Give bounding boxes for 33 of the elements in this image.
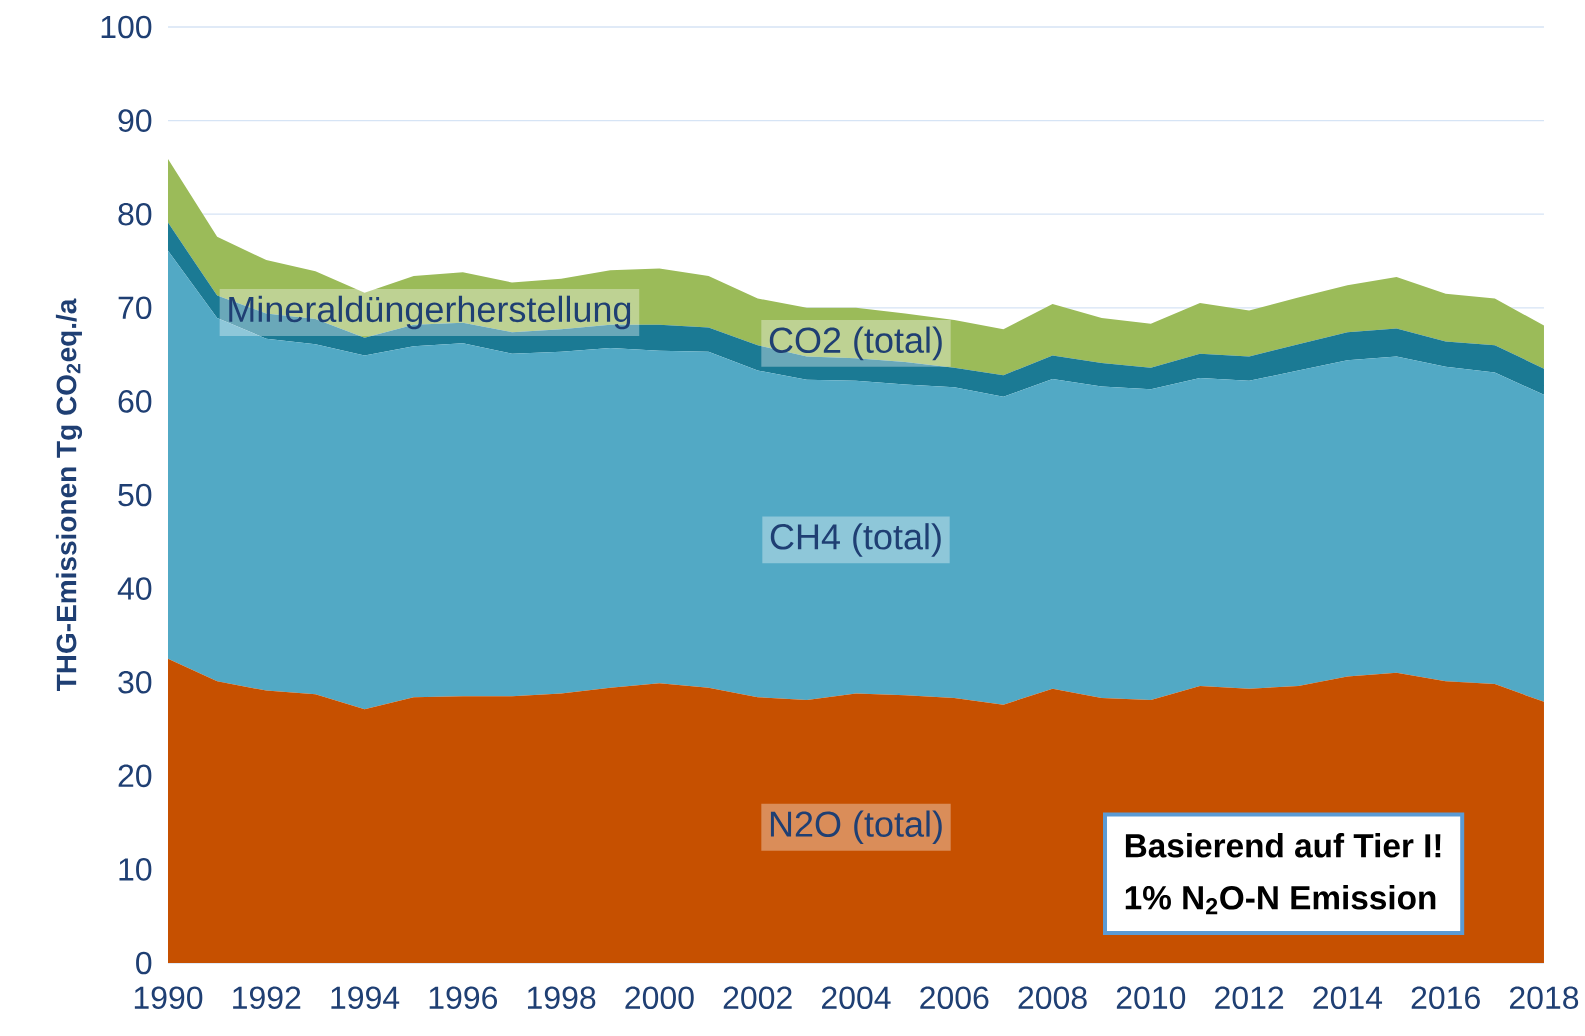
x-tick-label: 1998 (527, 986, 596, 1010)
x-tick-label: 2014 (1313, 986, 1383, 1010)
annotation: 1% N$_{2}$O-N Emission (1125, 885, 1436, 915)
x-tick-label: 1990 (134, 986, 203, 1010)
series-label: CH4 (total) (770, 523, 941, 557)
y-tick-label: 10 (119, 858, 152, 881)
x-tick-label: 2006 (920, 986, 989, 1010)
y-tick-label: 20 (118, 764, 152, 788)
y-tick-label: 80 (118, 202, 152, 226)
x-tick-label: 1996 (429, 986, 498, 1010)
series-label: Mineraldüngerherstellung (229, 295, 631, 330)
annotation: Basierend auf Tier I! (1125, 833, 1441, 858)
series-label: CO2 (total) (769, 326, 942, 361)
y-tick-label: 50 (118, 483, 152, 507)
x-tick-label: 2016 (1411, 986, 1480, 1010)
y-tick-label: 100 (101, 15, 152, 39)
y-tick-label: 70 (118, 296, 152, 320)
x-tick-label: 2008 (1018, 986, 1087, 1010)
x-tick-label: 2004 (822, 986, 891, 1010)
x-tick-label: 2010 (1116, 986, 1186, 1010)
x-tick-label: 2000 (625, 986, 694, 1010)
x-tick-label: 1994 (331, 986, 400, 1010)
x-tick-label: 2012 (1215, 986, 1284, 1010)
y-tick-label: 30 (118, 670, 152, 694)
y-tick-label: 40 (117, 577, 152, 600)
x-tick-label: 2002 (723, 986, 792, 1010)
x-tick-label: 2018 (1509, 986, 1579, 1010)
series-label: N2O (total) (770, 810, 942, 845)
y-axis-title: THG-Emissionen Tg CO$_{2}$eq./a (55, 298, 83, 692)
y-tick-label: 60 (118, 390, 152, 413)
y-tick-label: 0 (136, 951, 152, 975)
x-tick-label: 1992 (233, 986, 301, 1010)
y-tick-label: 90 (118, 109, 152, 132)
